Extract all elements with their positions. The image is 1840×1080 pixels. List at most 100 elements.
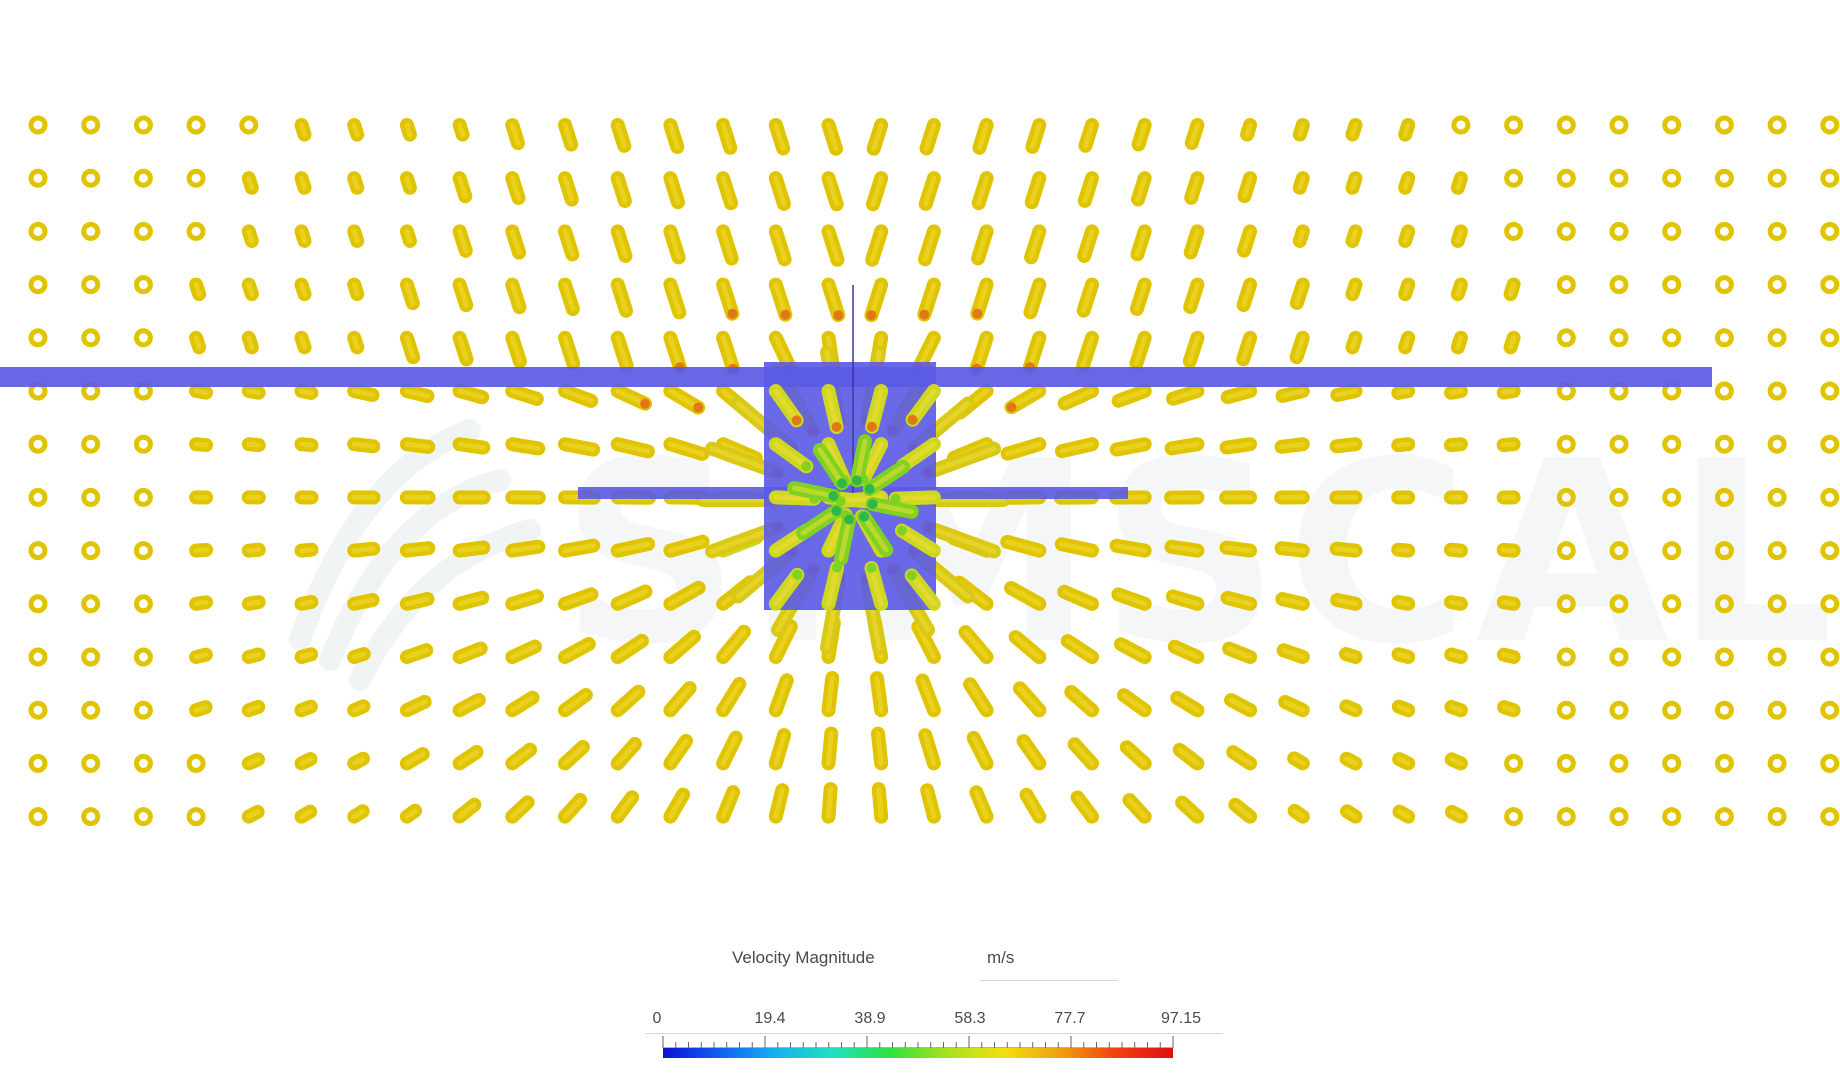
legend-unit: m/s <box>987 948 1015 967</box>
velocity-glyph <box>1609 594 1629 614</box>
velocity-glyph <box>1345 277 1363 302</box>
velocity-glyph <box>81 328 101 348</box>
velocity-glyph <box>1329 437 1363 454</box>
velocity-glyph <box>28 541 48 561</box>
velocity-glyph <box>1338 647 1363 664</box>
velocity-glyph <box>28 275 48 295</box>
velocity-glyph <box>918 728 941 771</box>
velocity-glyph <box>1444 384 1468 400</box>
velocity-glyph <box>966 730 994 771</box>
velocity-glyph <box>768 619 798 664</box>
velocity-glyph <box>133 541 153 561</box>
velocity-glyph <box>241 542 266 558</box>
velocity-glyph <box>241 224 259 248</box>
velocity-glyph <box>1391 384 1416 400</box>
velocity-glyph <box>186 168 206 188</box>
velocity-glyph <box>1398 118 1416 142</box>
velocity-glyph <box>1556 487 1576 507</box>
velocity-glyph <box>610 277 634 318</box>
velocity-glyph <box>1023 277 1047 320</box>
velocity-glyph <box>1184 171 1205 205</box>
velocity-glyph <box>663 787 691 824</box>
velocity-glyph <box>864 384 889 434</box>
velocity-glyph <box>1236 224 1258 258</box>
velocity-glyph <box>1662 168 1682 188</box>
velocity-glyph <box>864 560 889 611</box>
velocity-glyph <box>1391 542 1416 558</box>
velocity-glyph <box>1504 753 1524 773</box>
velocity-glyph <box>663 534 710 558</box>
velocity-glyph <box>1076 277 1099 318</box>
velocity-glyph <box>663 118 685 154</box>
velocity-glyph <box>189 595 213 611</box>
velocity-glyph <box>787 481 841 504</box>
velocity-glyph <box>1165 589 1205 611</box>
velocity-glyph <box>1166 384 1205 406</box>
velocity-glyph <box>1714 594 1734 614</box>
velocity-glyph <box>768 277 793 322</box>
velocity-glyph <box>558 587 599 611</box>
velocity-glyph <box>610 790 640 824</box>
velocity-glyph <box>1070 790 1099 824</box>
velocity-glyph <box>1274 437 1310 454</box>
velocity-glyph <box>1662 487 1682 507</box>
velocity-glyph <box>558 792 588 824</box>
velocity-glyph <box>347 646 371 664</box>
velocity-glyph <box>294 752 318 771</box>
velocity-glyph <box>1064 685 1099 718</box>
velocity-glyph <box>452 224 473 258</box>
velocity-glyph <box>241 647 266 664</box>
velocity-glyph <box>505 171 526 205</box>
velocity-glyph <box>28 168 48 188</box>
velocity-glyph <box>1450 330 1468 355</box>
velocity-glyph <box>241 437 266 453</box>
tick-label-0: 0 <box>652 1010 662 1027</box>
velocity-glyph <box>610 633 649 664</box>
velocity-glyph <box>1820 275 1840 295</box>
velocity-glyph <box>866 118 889 156</box>
velocity-glyph <box>1164 539 1205 558</box>
velocity-glyph <box>610 684 646 718</box>
velocity-glyph <box>189 277 207 302</box>
velocity-glyph <box>81 753 101 773</box>
velocity-glyph <box>971 224 994 266</box>
velocity-glyph <box>28 487 48 507</box>
velocity-glyph <box>1662 541 1682 561</box>
velocity-glyph <box>768 384 804 428</box>
velocity-glyph <box>1767 275 1787 295</box>
velocity-glyph <box>1662 700 1682 720</box>
velocity-glyph <box>81 647 101 667</box>
velocity-glyph <box>1345 224 1363 248</box>
velocity-glyph <box>1609 221 1629 241</box>
velocity-glyph <box>917 277 941 322</box>
velocity-glyph <box>1503 330 1521 355</box>
velocity-glyph <box>862 459 911 496</box>
velocity-glyph <box>189 437 214 453</box>
velocity-glyph <box>1556 541 1576 561</box>
velocity-glyph <box>768 437 814 474</box>
velocity-glyph <box>864 277 889 323</box>
velocity-glyph <box>294 277 312 302</box>
velocity-glyph <box>1767 487 1787 507</box>
velocity-glyph <box>969 785 994 824</box>
tick-label-2: 38.9 <box>854 1010 886 1027</box>
velocity-glyph <box>857 509 894 558</box>
velocity-glyph <box>1392 752 1416 771</box>
velocity-glyph <box>1767 328 1787 348</box>
velocity-glyph <box>1220 384 1258 405</box>
velocity-glyph <box>399 384 435 404</box>
tick-label-divider <box>645 1033 1223 1034</box>
velocity-glyph <box>610 118 632 153</box>
velocity-glyph <box>1219 540 1258 558</box>
velocity-glyph <box>610 584 653 611</box>
velocity-glyph <box>1054 537 1099 558</box>
velocity-glyph <box>1276 643 1310 664</box>
velocity-glyph <box>610 384 653 411</box>
velocity-glyph <box>1391 594 1416 611</box>
velocity-glyph <box>1556 434 1576 454</box>
velocity-glyph <box>1820 541 1840 561</box>
velocity-glyph <box>1820 115 1840 135</box>
tick-label-1: 19.4 <box>754 1010 786 1027</box>
velocity-glyph <box>1609 168 1629 188</box>
